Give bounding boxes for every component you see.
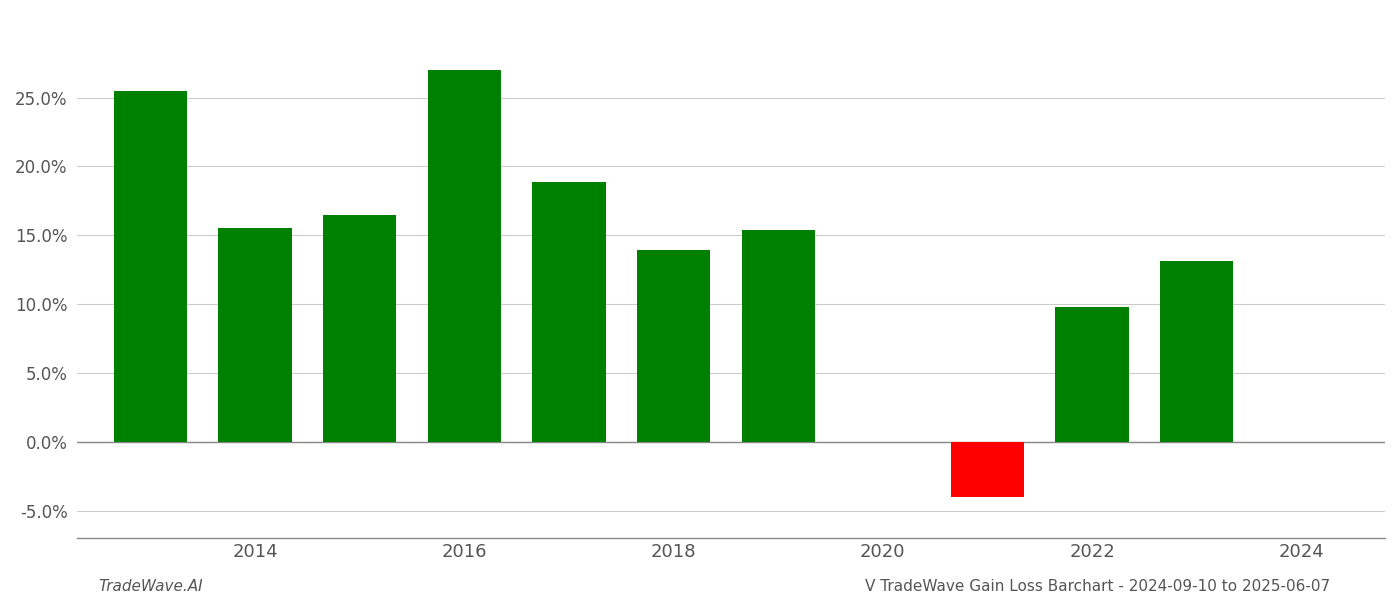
Bar	[742, 230, 815, 442]
Bar	[1056, 307, 1128, 442]
Bar	[532, 182, 606, 442]
Text: V TradeWave Gain Loss Barchart - 2024-09-10 to 2025-06-07: V TradeWave Gain Loss Barchart - 2024-09…	[865, 579, 1330, 594]
Bar	[428, 70, 501, 442]
Bar	[1161, 262, 1233, 442]
Bar	[637, 250, 710, 442]
Bar	[113, 91, 188, 442]
Text: TradeWave.AI: TradeWave.AI	[98, 579, 203, 594]
Bar	[323, 215, 396, 442]
Bar	[218, 229, 291, 442]
Bar	[951, 442, 1023, 497]
